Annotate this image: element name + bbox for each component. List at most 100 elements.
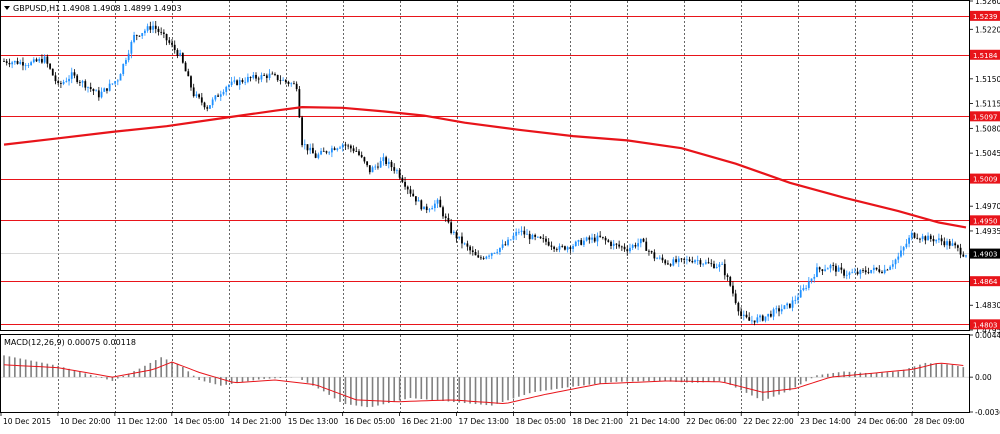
- candle-body: [667, 263, 669, 265]
- candle-body: [564, 246, 566, 250]
- candle-body: [195, 94, 198, 97]
- candle-body: [691, 261, 694, 263]
- candle-body: [639, 238, 642, 244]
- candle-body: [287, 81, 290, 84]
- main-pane[interactable]: [0, 0, 970, 331]
- candle-body: [442, 207, 444, 217]
- candle-body: [439, 199, 442, 208]
- candle-body: [379, 161, 382, 168]
- candle-body: [111, 83, 114, 85]
- candle-body: [41, 58, 43, 63]
- candle-body: [897, 256, 900, 260]
- candle-body: [27, 65, 30, 66]
- candle-body: [583, 240, 585, 245]
- candle-body: [119, 74, 122, 81]
- candle-body: [748, 317, 751, 321]
- candle-body: [471, 250, 474, 252]
- level-price-label: 1.5184: [973, 52, 998, 60]
- candle-body: [122, 63, 125, 75]
- price-tick-label: 1.4795: [975, 326, 1000, 335]
- candle-body: [816, 267, 818, 277]
- candle-body: [463, 243, 466, 245]
- candle-body: [826, 268, 829, 270]
- level-price-tag[interactable]: [970, 10, 1000, 21]
- candle-body: [753, 320, 756, 323]
- level-price-tag[interactable]: [970, 319, 1000, 330]
- level-price-tag[interactable]: [970, 215, 1000, 226]
- symbol-dropdown-icon[interactable]: [4, 6, 10, 10]
- price-tick-label: 1.4830: [975, 301, 1000, 310]
- candle-body: [626, 249, 629, 252]
- candle-body: [363, 157, 366, 162]
- candle-body: [244, 81, 247, 83]
- candle-body: [382, 157, 385, 162]
- level-price-tag[interactable]: [970, 49, 1000, 60]
- candle-body: [412, 193, 415, 197]
- candle-body: [862, 270, 864, 271]
- candle-body: [572, 246, 574, 249]
- level-price-tag[interactable]: [970, 276, 1000, 287]
- candle-body: [788, 303, 791, 308]
- candle-body: [374, 166, 377, 168]
- candle-body: [57, 81, 60, 84]
- candle-body: [851, 272, 854, 274]
- time-tick-label: 28 Dec 09:00: [914, 417, 965, 426]
- candle-body: [680, 258, 683, 260]
- candle-body: [512, 235, 515, 240]
- level-price-tag[interactable]: [970, 173, 1000, 184]
- candle-body: [607, 240, 610, 242]
- candle-body: [718, 264, 721, 268]
- candle-body: [482, 258, 485, 259]
- candle-body: [599, 235, 602, 237]
- candle-body: [38, 58, 41, 62]
- candle-body: [5, 61, 8, 63]
- candle-body: [355, 151, 358, 152]
- candle-body: [103, 88, 106, 92]
- candle-body: [51, 68, 54, 76]
- candle-body: [620, 246, 623, 248]
- candle-body: [675, 259, 677, 263]
- time-tick-label: 22 Dec 06:00: [686, 417, 737, 426]
- candle-body: [130, 41, 133, 54]
- candle-body: [333, 148, 336, 150]
- level-price-label: 1.4950: [973, 217, 998, 225]
- candle-body: [141, 33, 144, 37]
- macd-tick-label: 0.00: [975, 373, 992, 382]
- candle-body: [265, 75, 268, 79]
- candle-body: [336, 148, 339, 150]
- candle-body: [742, 314, 745, 316]
- candle-body: [347, 145, 350, 147]
- candle-body: [165, 33, 168, 41]
- macd-tick-label: 0.00445: [975, 331, 1000, 340]
- candle-body: [306, 144, 309, 151]
- candle-body: [547, 241, 550, 246]
- candle-body: [761, 315, 764, 321]
- candle-body: [778, 308, 780, 312]
- candle-body: [341, 144, 344, 148]
- candle-body: [371, 167, 374, 173]
- macd-pane[interactable]: [0, 334, 970, 413]
- candle-body: [173, 44, 176, 51]
- candle-body: [13, 60, 16, 63]
- time-tick-label: 14 Dec 21:00: [231, 417, 282, 426]
- candle-body: [751, 320, 753, 322]
- candle-body: [959, 247, 962, 255]
- time-tick-label: 16 Dec 21:00: [402, 417, 453, 426]
- candle-body: [539, 236, 542, 239]
- time-tick-label: 22 Dec 22:00: [743, 417, 794, 426]
- level-price-tag[interactable]: [970, 111, 1000, 122]
- candle-body: [228, 85, 230, 87]
- level-price-label: 1.4803: [973, 321, 998, 329]
- candle-body: [634, 245, 637, 247]
- price-tick-label: 1.5115: [975, 100, 1000, 109]
- candle-body: [271, 73, 274, 75]
- horizontal-levels[interactable]: [1, 16, 969, 325]
- candle-body: [317, 154, 320, 158]
- candle-body: [531, 234, 534, 240]
- price-tick-label: 1.4970: [975, 202, 1000, 211]
- candle-body: [515, 231, 518, 236]
- candle-body: [84, 81, 87, 88]
- candle-body: [219, 94, 222, 97]
- candle-body: [368, 165, 371, 173]
